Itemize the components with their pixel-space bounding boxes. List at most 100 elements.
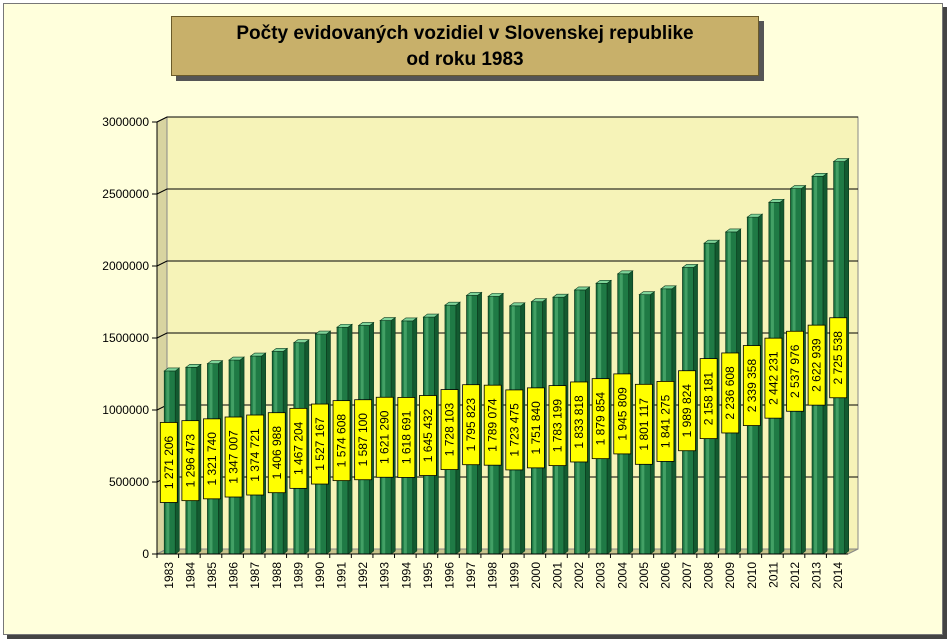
x-tick-label: 1993 <box>378 562 392 589</box>
data-label: 1 618 691 <box>397 397 416 478</box>
data-label-box <box>159 422 178 503</box>
x-tick-label: 2012 <box>788 562 802 589</box>
data-label: 1 321 740 <box>203 418 221 500</box>
data-label: 2 622 939 <box>807 324 826 406</box>
y-tick-label: 3000000 <box>102 115 149 129</box>
data-label-text: 1 527 167 <box>313 417 327 471</box>
data-label: 2 339 358 <box>742 345 761 426</box>
data-label-text: 1 347 007 <box>227 430 241 484</box>
data-label-text: 1 321 740 <box>205 432 219 486</box>
data-label-text: 1 795 823 <box>464 398 478 452</box>
y-axis: 0 500000 1000000 1500000 2000000 2500000 30000… <box>102 115 158 561</box>
data-label-text: 1 271 206 <box>162 435 176 489</box>
x-tick-label: 1985 <box>205 562 219 589</box>
x-tick-label: 2005 <box>637 562 651 589</box>
data-label: 1 406 988 <box>267 412 286 494</box>
data-label: 1 621 290 <box>375 396 394 478</box>
data-label-text: 1 833 818 <box>572 395 586 449</box>
data-label-box <box>829 317 848 399</box>
bar-top <box>811 172 829 177</box>
data-label: 1 347 007 <box>224 416 243 498</box>
data-label-text: 2 236 608 <box>723 366 737 420</box>
data-label-box <box>613 373 632 455</box>
data-label: 1 789 074 <box>483 384 502 466</box>
bar-top <box>832 158 850 162</box>
data-label-text: 1 723 475 <box>507 403 521 457</box>
bar-top <box>465 292 483 296</box>
bar-top <box>552 293 569 298</box>
data-label-text: 2 442 231 <box>766 351 780 405</box>
bar-top <box>357 322 375 326</box>
data-label-text: 1 841 275 <box>658 394 672 448</box>
y-tick-label: 1500000 <box>102 331 149 345</box>
data-label: 1 783 199 <box>548 385 567 467</box>
data-label-box <box>570 381 588 463</box>
data-label-box <box>289 407 308 489</box>
data-label-box <box>505 389 524 471</box>
data-label-box <box>181 420 200 502</box>
data-label: 1 945 809 <box>613 373 632 455</box>
data-label: 1 296 473 <box>181 420 200 502</box>
x-tick-label: 2011 <box>766 562 780 588</box>
bar-top <box>746 213 764 218</box>
x-tick-label: 1986 <box>227 562 241 589</box>
x-tick-label: 2003 <box>594 562 608 589</box>
data-label: 2 442 231 <box>764 337 783 419</box>
x-tick-label: 1999 <box>507 562 521 589</box>
data-label-text: 1 751 840 <box>529 401 543 455</box>
data-label-box <box>332 400 351 482</box>
data-label: 1 723 475 <box>505 389 524 471</box>
x-tick-label: 1984 <box>183 562 197 589</box>
x-tick-label: 1987 <box>248 562 262 589</box>
x-axis: 1983 1984 1985 1986 1987 1988 1989 1990 1991 1992… <box>156 553 848 589</box>
bar-top <box>163 367 181 372</box>
data-label-box <box>591 378 610 460</box>
data-label-text: 2 158 181 <box>702 372 716 426</box>
data-label-box <box>462 384 481 466</box>
data-label-text: 1 406 988 <box>270 426 284 480</box>
data-label-box <box>526 387 545 469</box>
data-label: 1 645 432 <box>419 395 437 476</box>
data-label: 1 527 167 <box>311 403 329 485</box>
data-label-box <box>786 330 804 412</box>
data-label-box <box>656 381 675 462</box>
data-label-text: 1 783 199 <box>550 399 564 453</box>
x-tick-label: 2000 <box>529 562 543 589</box>
x-tick-label: 1996 <box>443 562 457 589</box>
x-tick-label: 1983 <box>162 562 176 589</box>
data-label-box <box>678 370 696 452</box>
bar-top <box>789 185 807 189</box>
data-label: 2 725 538 <box>829 317 848 399</box>
data-label: 1 467 204 <box>289 407 308 489</box>
data-label: 1 271 206 <box>159 422 178 503</box>
data-label-box <box>742 345 761 426</box>
data-label-box <box>246 414 265 496</box>
y-tick-label: 2000000 <box>102 259 149 273</box>
data-label-text: 1 467 204 <box>291 421 305 475</box>
x-tick-label: 1997 <box>464 562 478 589</box>
data-label-box <box>483 384 502 466</box>
data-label-box <box>419 395 437 476</box>
bar-top <box>379 317 397 321</box>
data-label: 2 537 976 <box>786 330 804 412</box>
data-label: 1 751 840 <box>526 387 545 469</box>
gridline <box>156 260 858 267</box>
x-tick-label: 2014 <box>831 562 845 589</box>
data-label-text: 1 587 100 <box>356 413 370 467</box>
data-label: 2 158 181 <box>699 358 718 440</box>
bar-top <box>249 352 267 357</box>
data-label-text: 2 725 538 <box>831 331 845 385</box>
value-labels: 1 271 206 1 296 473 1 321 740 1 347 007 1 37… <box>159 317 848 503</box>
bar-top <box>595 280 613 284</box>
data-label-box <box>634 383 653 465</box>
data-label-text: 1 618 691 <box>399 410 413 464</box>
x-tick-label: 2004 <box>615 562 629 589</box>
bar-top <box>573 286 591 291</box>
bar-top <box>336 323 353 328</box>
y-tick-label: 1000000 <box>102 403 149 417</box>
bar-top <box>184 364 202 368</box>
bar-top <box>271 348 289 352</box>
x-tick-label: 2008 <box>702 562 716 589</box>
x-tick-label: 1991 <box>335 562 349 589</box>
